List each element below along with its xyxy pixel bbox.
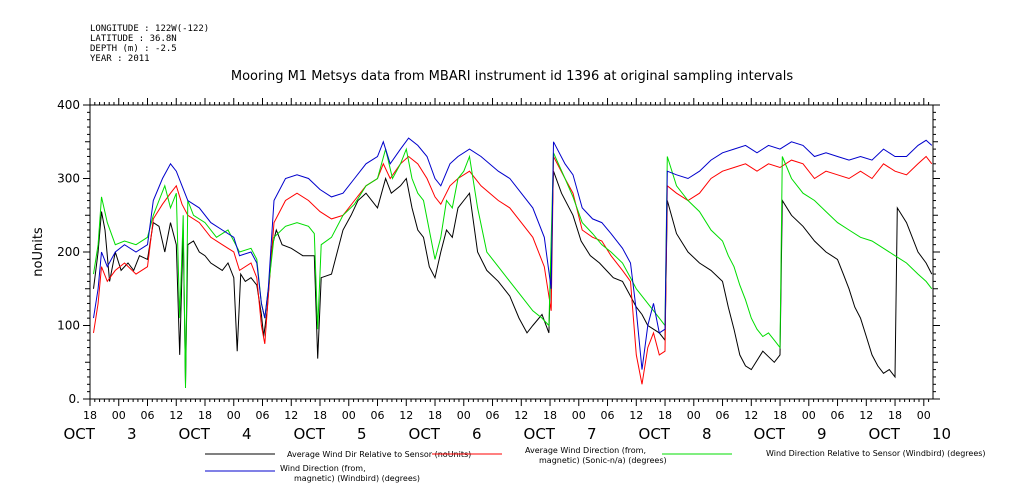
x-hour-label: 00 [457, 409, 471, 422]
x-hour-label: 00 [572, 409, 586, 422]
series-line-1 [93, 155, 933, 385]
x-hour-label: 18 [658, 409, 672, 422]
x-month-label: OCT [524, 425, 556, 443]
series-line-0 [93, 171, 933, 385]
series-layer [93, 137, 933, 389]
x-hour-label: 00 [802, 409, 816, 422]
x-hour-label: 18 [888, 409, 902, 422]
x-hour-label: 18 [313, 409, 327, 422]
x-hour-label: 00 [342, 409, 356, 422]
y-tick-label: 200 [57, 245, 80, 259]
x-month-label: OCT [409, 425, 441, 443]
longitude-label: LONGITUDE : 122W(-122) [90, 24, 209, 34]
legend-label-3: magnetic) (Windbird) (degrees) [294, 474, 420, 483]
x-hour-label: 12 [629, 409, 643, 422]
legend-label-1: magnetic) (Sonic-n/a) (degrees) [539, 456, 667, 465]
x-hour-label: 06 [831, 409, 845, 422]
x-hour-label: 06 [141, 409, 155, 422]
y-axis-label: noUnits [31, 227, 46, 277]
x-hour-label: 06 [371, 409, 385, 422]
x-hour-label: 06 [716, 409, 730, 422]
x-hour-label: 12 [859, 409, 873, 422]
year-label: YEAR : 2011 [90, 54, 150, 64]
legend-label-3: Wind Direction (from, [280, 464, 366, 473]
x-month-label: OCT [754, 425, 786, 443]
x-month-label: OCT [63, 425, 95, 443]
legend-label-2: Wind Direction Relative to Sensor (Windb… [766, 449, 986, 458]
x-day-label: 3 [127, 425, 137, 443]
x-hour-label: 18 [773, 409, 787, 422]
x-hour-label: 18 [543, 409, 557, 422]
x-hour-label: 06 [486, 409, 500, 422]
y-tick-label: 0. [69, 392, 80, 406]
x-hour-label: 12 [399, 409, 413, 422]
legend-label-1: Average Wind Direction (from, [525, 446, 646, 455]
x-hour-label: 18 [83, 409, 97, 422]
x-hour-label: 00 [112, 409, 126, 422]
legend-label-0: Average Wind Dir Relative to Sensor (noU… [287, 450, 471, 459]
x-day-label: 9 [817, 425, 827, 443]
x-hour-label: 12 [284, 409, 298, 422]
x-day-label: 4 [242, 425, 252, 443]
depth-label: DEPTH (m) : -2.5 [90, 44, 177, 54]
series-line-3 [93, 137, 933, 370]
x-day-label: 5 [357, 425, 367, 443]
y-tick-label: 400 [57, 98, 80, 112]
legend: Average Wind Dir Relative to Sensor (noU… [205, 446, 986, 483]
x-day-label: 7 [587, 425, 597, 443]
series-line-2 [93, 147, 933, 389]
x-hour-label: 12 [514, 409, 528, 422]
x-month-label: OCT [869, 425, 901, 443]
x-month-label: OCT [179, 425, 211, 443]
x-day-label: 10 [932, 425, 951, 443]
x-month-label: OCT [294, 425, 326, 443]
x-hour-label: 12 [169, 409, 183, 422]
x-month-label: OCT [639, 425, 671, 443]
y-tick-label: 300 [57, 172, 80, 186]
x-hour-label: 18 [428, 409, 442, 422]
x-hour-label: 00 [687, 409, 701, 422]
x-hour-label: 00 [227, 409, 241, 422]
x-day-label: 6 [472, 425, 482, 443]
latitude-label: LATITUDE : 36.8N [90, 34, 177, 44]
x-hour-label: 00 [917, 409, 931, 422]
y-tick-label: 100 [57, 319, 80, 333]
x-hour-label: 18 [198, 409, 212, 422]
x-hour-label: 06 [256, 409, 270, 422]
x-hour-label: 06 [601, 409, 615, 422]
metadata-block: LONGITUDE : 122W(-122) LATITUDE : 36.8N … [90, 24, 209, 64]
x-day-label: 8 [702, 425, 712, 443]
chart-title: Mooring M1 Metsys data from MBARI instru… [231, 69, 793, 84]
x-hour-label: 12 [744, 409, 758, 422]
